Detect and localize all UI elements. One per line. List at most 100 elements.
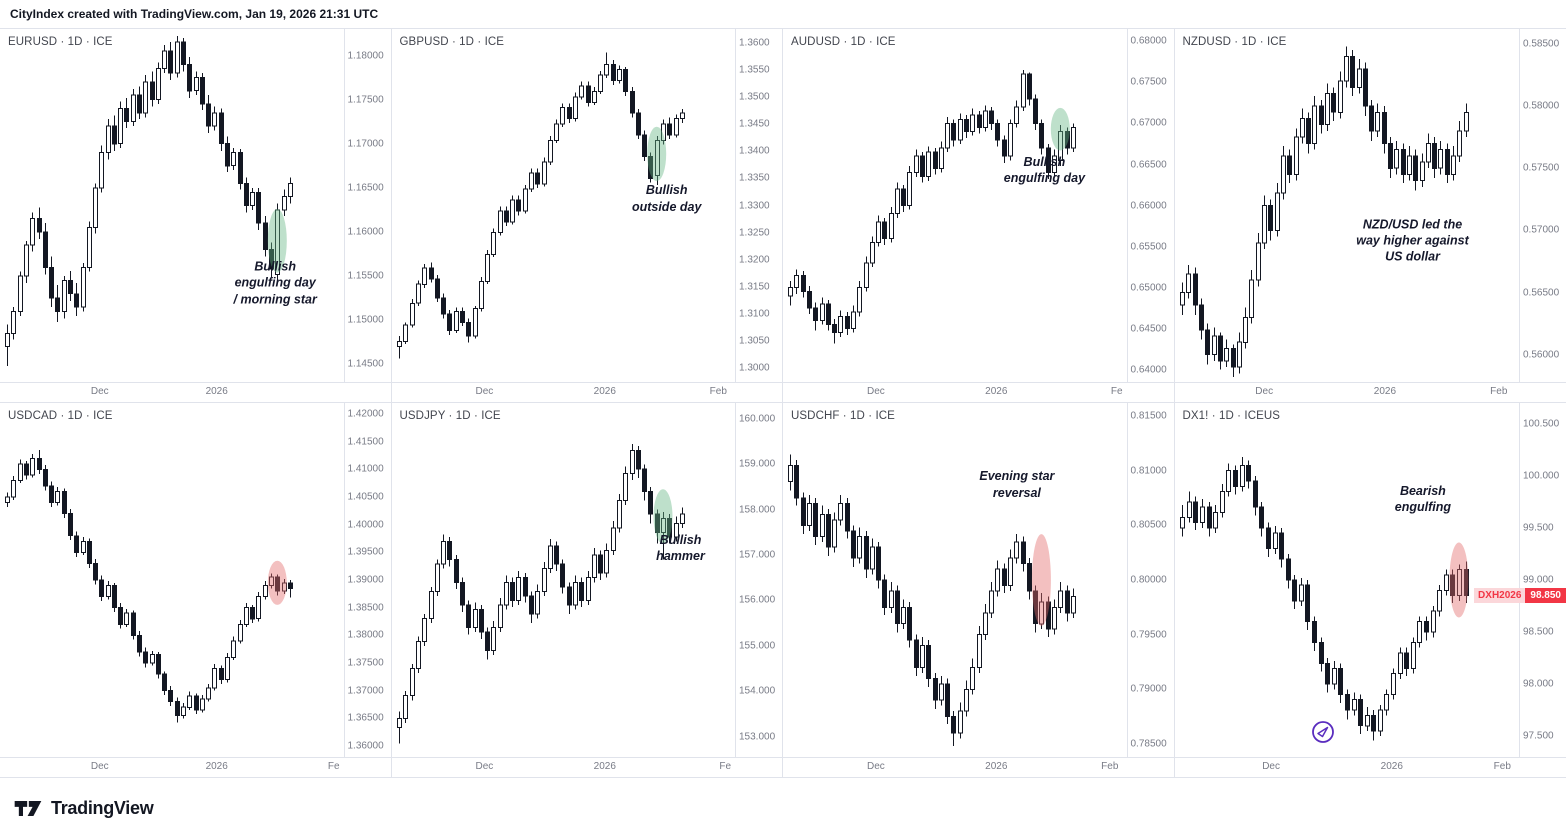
- price-tick-label: 1.41000: [347, 463, 384, 475]
- candle-up: [989, 590, 995, 614]
- candle-up: [547, 139, 553, 163]
- price-tick-label: 0.65000: [1130, 282, 1167, 294]
- price-axis[interactable]: 0.81500 0.81000 0.80500 0.80000 0.79500 0.790…: [1126, 403, 1174, 757]
- candle-up: [106, 125, 111, 154]
- plot-area[interactable]: Evening star reversal: [783, 403, 1127, 757]
- time-axis-label: Fe: [719, 761, 732, 772]
- candle-down: [515, 199, 521, 212]
- candlestick-chart[interactable]: [392, 403, 736, 757]
- candle-down: [187, 63, 193, 92]
- time-axis-label: Feb: [1490, 386, 1508, 397]
- candle-down: [926, 645, 932, 679]
- price-axis[interactable]: 1.42000 1.41500 1.41000 1.40500 1.40000 1.395…: [343, 403, 391, 757]
- symbol-title[interactable]: EURUSD · 1D · ICE: [8, 36, 113, 48]
- candlestick-chart[interactable]: [0, 403, 344, 757]
- price-tick-label: 1.40500: [347, 491, 384, 503]
- price-tick-label: 1.37000: [347, 685, 384, 697]
- time-axis-label: 2026: [1373, 386, 1397, 397]
- price-tick-label: 0.81000: [1130, 465, 1167, 477]
- bullish-engulfing-highlight: [1050, 107, 1070, 151]
- candle-up: [87, 227, 92, 268]
- candle-down: [895, 590, 900, 625]
- candle-up: [93, 187, 98, 229]
- plot-area[interactable]: [0, 403, 344, 757]
- candle-down: [37, 457, 42, 470]
- candlestick-chart[interactable]: [1175, 403, 1520, 757]
- candle-up: [515, 577, 521, 601]
- time-axis-label: Fe: [1110, 386, 1123, 397]
- time-axis[interactable]: Dec 2026 Fe: [0, 757, 391, 777]
- candlestick-chart[interactable]: [783, 29, 1127, 382]
- price-tick-label: 0.56500: [1523, 287, 1560, 298]
- symbol-title[interactable]: USDJPY · 1D · ICE: [399, 410, 501, 422]
- time-axis[interactable]: Dec 2026 Fe: [783, 382, 1174, 402]
- plot-area[interactable]: Bearish engulfing: [1175, 403, 1520, 757]
- price-axis[interactable]: 100.500 100.000 99.500 99.000 98.500 98.000 97…: [1519, 403, 1566, 757]
- plot-area[interactable]: Bullish engulfing day: [783, 29, 1127, 382]
- plot-area[interactable]: Bullish hammer: [392, 403, 736, 757]
- price-axis[interactable]: 0.68000 0.67500 0.67000 0.66500 0.66000 0.655…: [1126, 29, 1174, 382]
- time-axis[interactable]: Dec 2026 Feb: [391, 382, 782, 402]
- candle-down: [1033, 98, 1039, 124]
- price-tick-label: 1.36000: [347, 740, 384, 752]
- symbol-title[interactable]: AUDUSD · 1D · ICE: [791, 36, 896, 48]
- candle-up: [497, 604, 503, 629]
- candle-up: [30, 218, 36, 246]
- price-axis[interactable]: 1.3600 1.3550 1.3500 1.3450 1.3400 1.3350 1.33…: [735, 29, 782, 382]
- time-axis[interactable]: Dec 2026 Feb: [1174, 382, 1566, 402]
- price-tick-label: 160.000: [739, 413, 776, 425]
- candlestick-chart[interactable]: [392, 29, 736, 382]
- candle-up: [1280, 155, 1286, 194]
- candle-down: [901, 188, 906, 207]
- candle-down: [162, 673, 168, 692]
- price-tick-label: 1.3500: [739, 91, 770, 103]
- candle-down: [124, 107, 129, 123]
- candle-down: [1403, 652, 1409, 669]
- candle-up: [156, 68, 162, 101]
- candle-down: [1027, 563, 1033, 592]
- candle-down: [206, 103, 212, 127]
- candle-up: [679, 513, 685, 524]
- bullish-outside-day-highlight: [646, 126, 666, 182]
- candle-up: [212, 112, 218, 127]
- tradingview-logo-icon[interactable]: [13, 798, 43, 819]
- candle-up: [1071, 595, 1077, 614]
- bullish-engulfing-highlight: [267, 209, 287, 273]
- candlestick-chart[interactable]: [0, 29, 344, 382]
- candle-up: [889, 213, 894, 239]
- price-axis[interactable]: 1.18000 1.17500 1.17000 1.16500 1.16000 1.155…: [343, 29, 391, 382]
- symbol-title[interactable]: USDCAD · 1D · ICE: [8, 410, 113, 422]
- candle-down: [24, 463, 30, 476]
- price-tick-label: 1.39000: [347, 574, 384, 586]
- candle-up: [939, 147, 945, 169]
- candle-up: [983, 612, 989, 636]
- price-tick-label: 1.3400: [739, 145, 770, 157]
- purple-arrow-marker[interactable]: [1311, 720, 1335, 744]
- candle-up: [958, 118, 964, 141]
- price-tick-label: 0.56000: [1523, 349, 1560, 361]
- candlestick-chart[interactable]: [1175, 29, 1520, 382]
- plot-area[interactable]: Bullish outside day: [392, 29, 736, 382]
- chart-panel-dx1: DX1! · 1D · ICEUS Bearish engulfing 100.5…: [1174, 403, 1566, 777]
- price-axis[interactable]: 160.000 159.000 158.000 157.000 156.000 155.0…: [735, 403, 782, 757]
- candle-up: [225, 656, 231, 680]
- time-axis[interactable]: Dec 2026 Feb: [783, 757, 1174, 777]
- candlestick-chart[interactable]: [783, 403, 1127, 757]
- candle-down: [1362, 68, 1368, 107]
- symbol-title[interactable]: USDCHF · 1D · ICE: [791, 410, 895, 422]
- plot-area[interactable]: Bullish engulfing day / morning star: [0, 29, 344, 382]
- time-axis[interactable]: Dec 2026: [0, 382, 391, 402]
- candle-down: [1039, 122, 1045, 149]
- symbol-title[interactable]: DX1! · 1D · ICEUS: [1182, 410, 1281, 422]
- price-axis[interactable]: 0.58500 0.58000 0.57500 0.57000 0.56500 0.560…: [1519, 29, 1566, 382]
- time-axis-label: Feb: [709, 386, 727, 397]
- candle-up: [1008, 122, 1014, 157]
- time-axis[interactable]: Dec 2026 Fe: [391, 757, 782, 777]
- symbol-title[interactable]: GBPUSD · 1D · ICE: [399, 36, 505, 48]
- symbol-title[interactable]: NZDUSD · 1D · ICE: [1182, 36, 1287, 48]
- candle-down: [459, 581, 465, 606]
- candle-up: [983, 110, 989, 128]
- time-axis[interactable]: Dec 2026 Feb: [1174, 757, 1566, 777]
- candle-up: [1298, 584, 1304, 602]
- plot-area[interactable]: NZD/USD led the way higher against US doll…: [1175, 29, 1520, 382]
